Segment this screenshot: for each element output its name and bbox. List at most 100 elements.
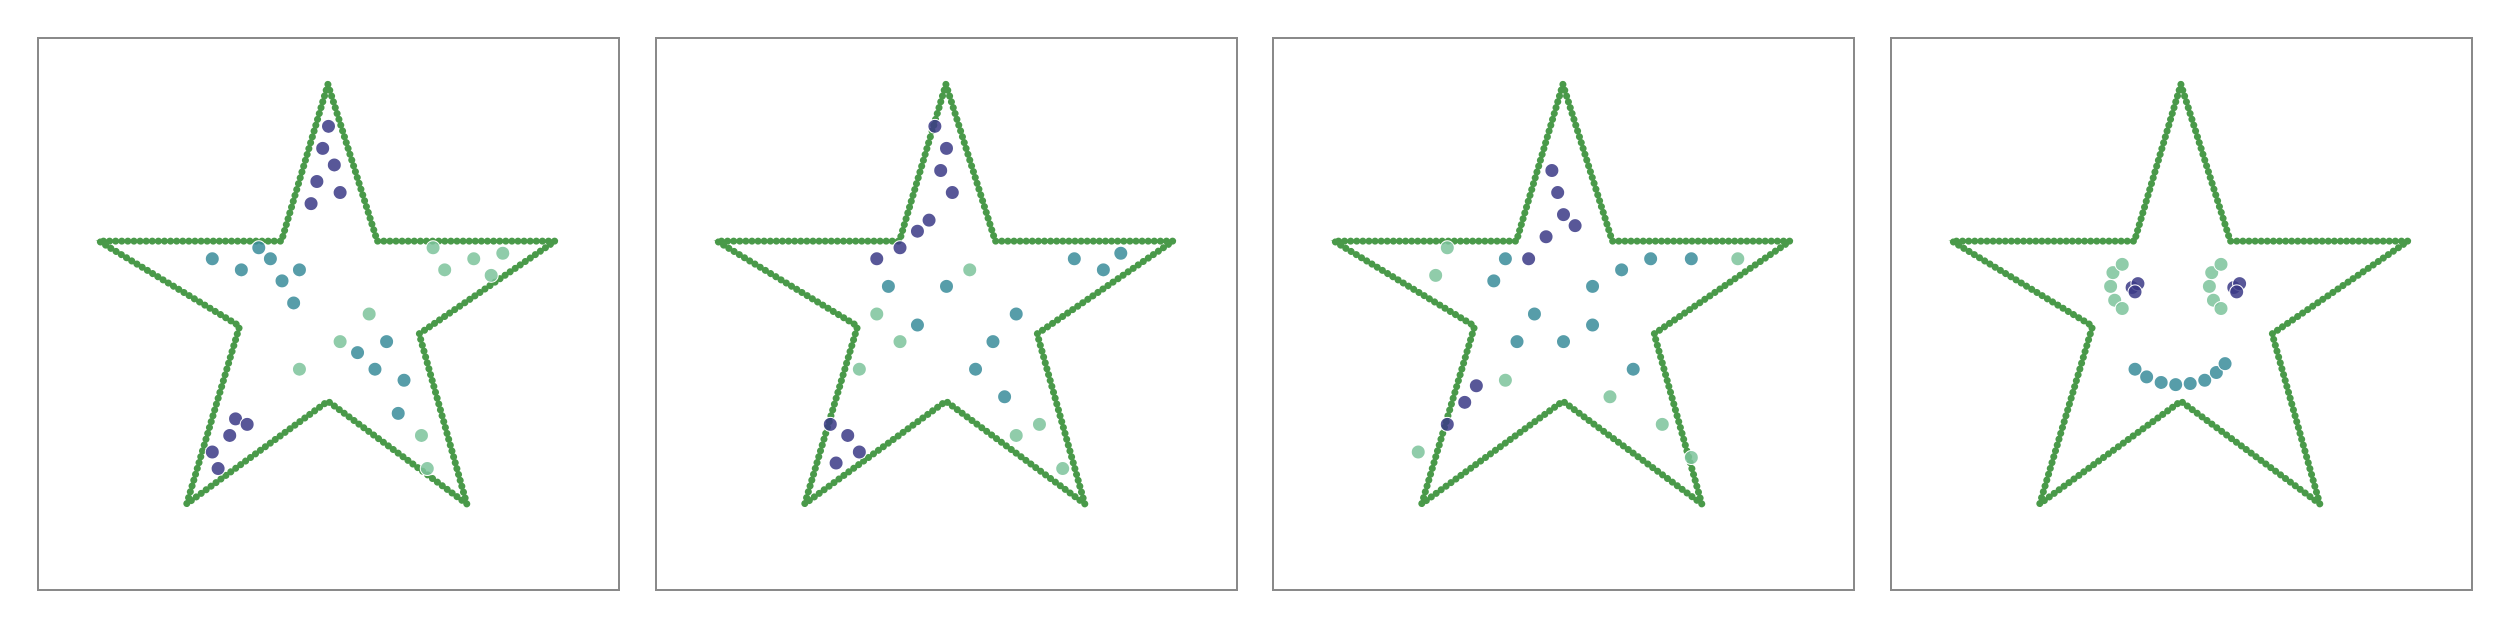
point	[869, 306, 885, 322]
point	[2182, 376, 2198, 392]
point	[222, 427, 238, 443]
point	[274, 273, 290, 289]
point	[437, 262, 453, 278]
point	[1497, 372, 1513, 388]
point	[332, 334, 348, 350]
point	[921, 212, 937, 228]
point	[291, 262, 307, 278]
point	[379, 334, 395, 350]
point	[1428, 267, 1444, 283]
point	[985, 334, 1001, 350]
panel-frame	[1890, 37, 2473, 591]
point	[332, 185, 348, 201]
panel-frame	[1272, 37, 1855, 591]
star-outline-core	[95, 84, 559, 507]
point	[828, 455, 844, 471]
point	[367, 361, 383, 377]
point	[939, 140, 954, 156]
point	[1497, 251, 1513, 267]
point	[939, 278, 954, 294]
point	[1556, 334, 1571, 350]
point	[2153, 374, 2169, 390]
point	[1008, 427, 1024, 443]
point	[2197, 372, 2213, 388]
point	[204, 251, 220, 267]
point	[840, 427, 856, 443]
point	[1556, 207, 1571, 223]
point	[1468, 378, 1484, 394]
point	[1055, 461, 1071, 477]
point	[1544, 162, 1560, 178]
point	[495, 245, 511, 261]
point	[326, 157, 342, 173]
point	[239, 416, 255, 432]
point	[1486, 273, 1502, 289]
point	[2105, 265, 2121, 281]
point	[822, 416, 838, 432]
point	[2168, 377, 2184, 393]
point	[291, 361, 307, 377]
point	[361, 306, 377, 322]
point	[1567, 218, 1583, 234]
point	[466, 251, 482, 267]
point	[1730, 251, 1746, 267]
point	[2213, 256, 2229, 272]
point	[968, 361, 984, 377]
point	[1625, 361, 1641, 377]
point	[419, 461, 435, 477]
point	[1585, 317, 1601, 333]
panel-frame	[655, 37, 1238, 591]
point	[233, 262, 249, 278]
point	[1526, 306, 1542, 322]
point	[1550, 185, 1566, 201]
point	[944, 185, 960, 201]
point	[1095, 262, 1111, 278]
star-outline-core	[713, 84, 1177, 507]
point	[2127, 284, 2143, 300]
point	[2139, 369, 2155, 385]
point	[309, 174, 325, 190]
point	[880, 278, 896, 294]
point	[1410, 444, 1426, 460]
point	[2229, 284, 2245, 300]
point	[425, 240, 441, 256]
point	[869, 251, 885, 267]
point	[1602, 389, 1618, 405]
point	[2114, 300, 2130, 316]
point	[892, 334, 908, 350]
point	[909, 317, 925, 333]
point	[2114, 256, 2130, 272]
point	[303, 196, 319, 212]
point	[2201, 278, 2217, 294]
point	[1585, 278, 1601, 294]
point	[2103, 278, 2119, 294]
point	[210, 461, 226, 477]
point	[286, 295, 302, 311]
point	[1654, 416, 1670, 432]
point	[933, 162, 949, 178]
point	[1113, 245, 1129, 261]
point	[1683, 251, 1699, 267]
point	[1439, 240, 1455, 256]
point	[851, 361, 867, 377]
point	[262, 251, 278, 267]
point	[251, 240, 267, 256]
point	[2204, 265, 2220, 281]
point	[1457, 394, 1473, 410]
star-outline-core	[1330, 84, 1794, 507]
point	[413, 427, 429, 443]
star-outline-core	[1948, 84, 2412, 507]
point	[315, 140, 331, 156]
point	[962, 262, 978, 278]
point	[1538, 229, 1554, 245]
point	[1614, 262, 1630, 278]
point	[2213, 300, 2229, 316]
point	[1008, 306, 1024, 322]
point	[1521, 251, 1537, 267]
point	[483, 267, 499, 283]
point	[204, 444, 220, 460]
point	[1439, 416, 1455, 432]
point	[927, 118, 943, 134]
